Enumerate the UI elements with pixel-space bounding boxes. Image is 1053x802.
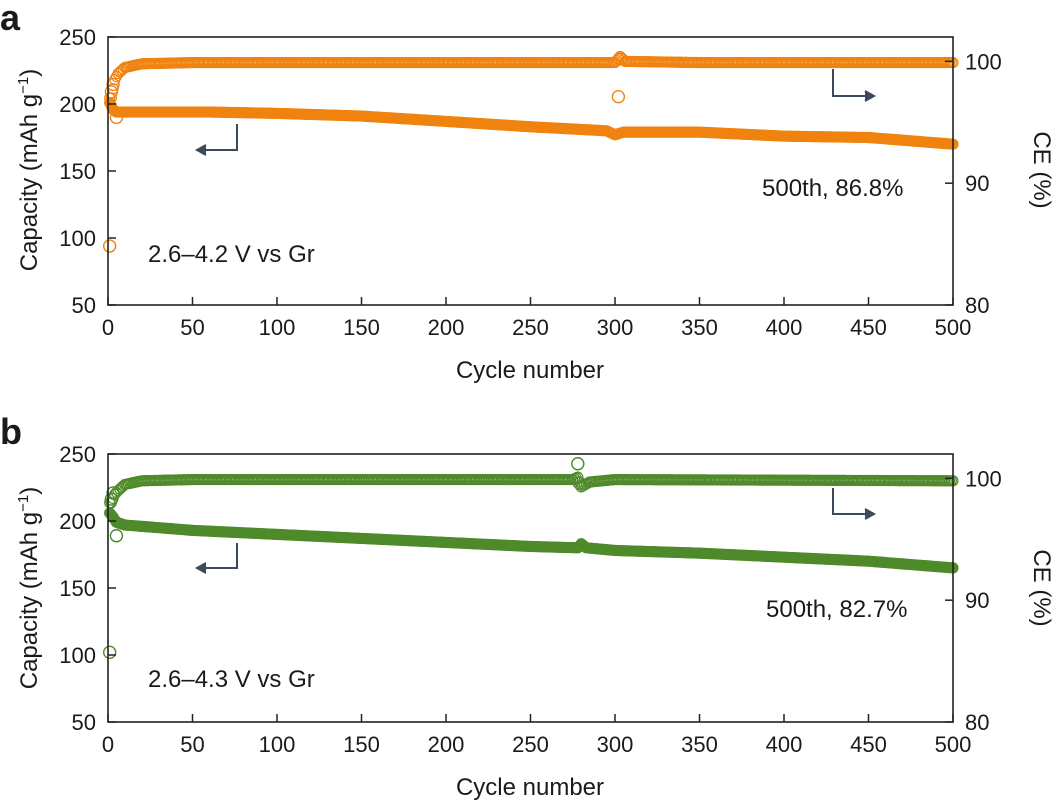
x-tick-label: 450 <box>850 732 887 757</box>
plot-area-b <box>102 457 959 660</box>
ce-outlier-point <box>571 457 585 471</box>
annotation-retention-b: 500th, 82.7% <box>766 596 907 623</box>
arrow-right-axis-a <box>832 69 877 102</box>
x-tick-label: 250 <box>512 315 549 340</box>
capacity-outlier-point <box>102 645 117 660</box>
y-left-ticks-a: 50 100 150 200 250 <box>59 25 116 318</box>
ce-outlier-point <box>106 486 120 500</box>
capacity-outlier-point <box>109 110 124 125</box>
ce-outlier-point <box>611 89 626 104</box>
ce-outlier-point <box>104 85 119 99</box>
y-left-tick-label: 200 <box>59 509 96 534</box>
x-tick-label: 250 <box>512 732 549 757</box>
arrow-left-axis-b <box>194 543 238 574</box>
x-tick-label: 450 <box>850 315 887 340</box>
x-tick-label: 500 <box>935 732 972 757</box>
series-capacity-b <box>102 507 959 660</box>
x-tick-label: 500 <box>935 315 972 340</box>
x-tick-label: 150 <box>343 732 380 757</box>
arrow-right-axis-b <box>832 488 877 520</box>
y-left-tick-label: 250 <box>59 442 96 467</box>
x-tick-label: 200 <box>428 732 465 757</box>
x-tick-label: 50 <box>180 732 204 757</box>
panel-b: b 0 50 100 150 200 250 300 350 400 450 500 5010015… <box>0 411 1053 801</box>
x-tick-label: 400 <box>766 732 803 757</box>
y-right-axis-title-a: CE (%) <box>1028 131 1053 208</box>
x-tick-label: 0 <box>102 315 114 340</box>
x-axis-title-b: Cycle number <box>456 774 604 801</box>
capacity-outlier-point <box>102 239 117 253</box>
y-left-tick-label: 50 <box>72 293 96 318</box>
y-right-tick-label: 100 <box>965 49 1002 74</box>
x-tick-label: 50 <box>180 315 204 340</box>
y-left-tick-label: 200 <box>59 92 96 117</box>
panel-a: a 0 50 100 150 200 250 300 350 400 450 500 5010015… <box>0 0 1053 384</box>
ce-point <box>572 471 584 483</box>
y-left-tick-label: 250 <box>59 25 96 50</box>
series-capacity-a <box>102 97 959 253</box>
y-left-axis-title-b: Capacity (mAh g−1) <box>15 487 43 690</box>
ce-outlier-point <box>572 476 587 490</box>
x-tick-label: 300 <box>597 315 634 340</box>
y-left-axis-title-b-main: Capacity (mAh g <box>16 512 43 689</box>
ce-outlier-point <box>106 77 120 92</box>
y-left-axis-title-a-close: ) <box>16 69 43 77</box>
annotation-voltage-b: 2.6–4.3 V vs Gr <box>148 666 315 693</box>
y-right-ticks-a: 80 90 100 <box>945 49 1002 318</box>
x-tick-label: 300 <box>597 732 634 757</box>
y-right-axis-title-b: CE (%) <box>1028 549 1053 626</box>
x-tick-label: 100 <box>259 315 296 340</box>
x-tick-label: 100 <box>259 732 296 757</box>
y-right-tick-label: 80 <box>965 710 989 735</box>
ce-outlier-point <box>104 492 119 506</box>
y-left-ticks-b: 50 100 150 200 250 <box>59 442 116 735</box>
x-ticks-b: 0 50 100 150 200 250 300 350 400 450 500 <box>102 714 971 757</box>
x-tick-label: 200 <box>428 315 465 340</box>
y-right-tick-label: 100 <box>965 466 1002 491</box>
x-axis-title-a: Cycle number <box>456 357 604 384</box>
series-ce-b <box>104 457 959 509</box>
capacity-outlier-point <box>109 529 124 543</box>
y-left-tick-label: 150 <box>59 159 96 184</box>
y-left-axis-title-b-sup: −1 <box>15 495 32 512</box>
arrow-left-axis-a <box>194 124 238 156</box>
x-tick-label: 150 <box>343 315 380 340</box>
series-ce-a <box>104 50 959 104</box>
y-left-axis-title-a: Capacity (mAh g−1) <box>15 69 43 272</box>
x-ticks-a: 0 50 100 150 200 250 300 350 400 450 500 <box>102 297 971 340</box>
ce-outlier-point <box>613 52 627 66</box>
y-left-axis-title-a-main: Capacity (mAh g <box>16 94 43 271</box>
y-left-tick-label: 100 <box>59 226 96 251</box>
plot-area-a <box>102 50 959 253</box>
x-tick-label: 350 <box>681 315 718 340</box>
annotation-voltage-a: 2.6–4.2 V vs Gr <box>148 241 315 268</box>
x-tick-label: 0 <box>102 732 114 757</box>
y-left-tick-label: 50 <box>72 710 96 735</box>
y-right-tick-label: 80 <box>965 293 989 318</box>
x-tick-label: 400 <box>766 315 803 340</box>
y-right-ticks-b: 80 90 100 <box>945 466 1002 735</box>
y-left-tick-label: 100 <box>59 643 96 668</box>
y-left-axis-title-b-close: ) <box>16 487 43 495</box>
annotation-retention-a: 500th, 86.8% <box>762 175 903 202</box>
y-right-tick-label: 90 <box>965 171 989 196</box>
y-right-tick-label: 90 <box>965 588 989 613</box>
y-left-tick-label: 150 <box>59 576 96 601</box>
panel-label-a: a <box>0 0 21 38</box>
panel-label-b: b <box>0 411 22 452</box>
x-tick-label: 350 <box>681 732 718 757</box>
y-left-axis-title-a-sup: −1 <box>15 77 32 94</box>
